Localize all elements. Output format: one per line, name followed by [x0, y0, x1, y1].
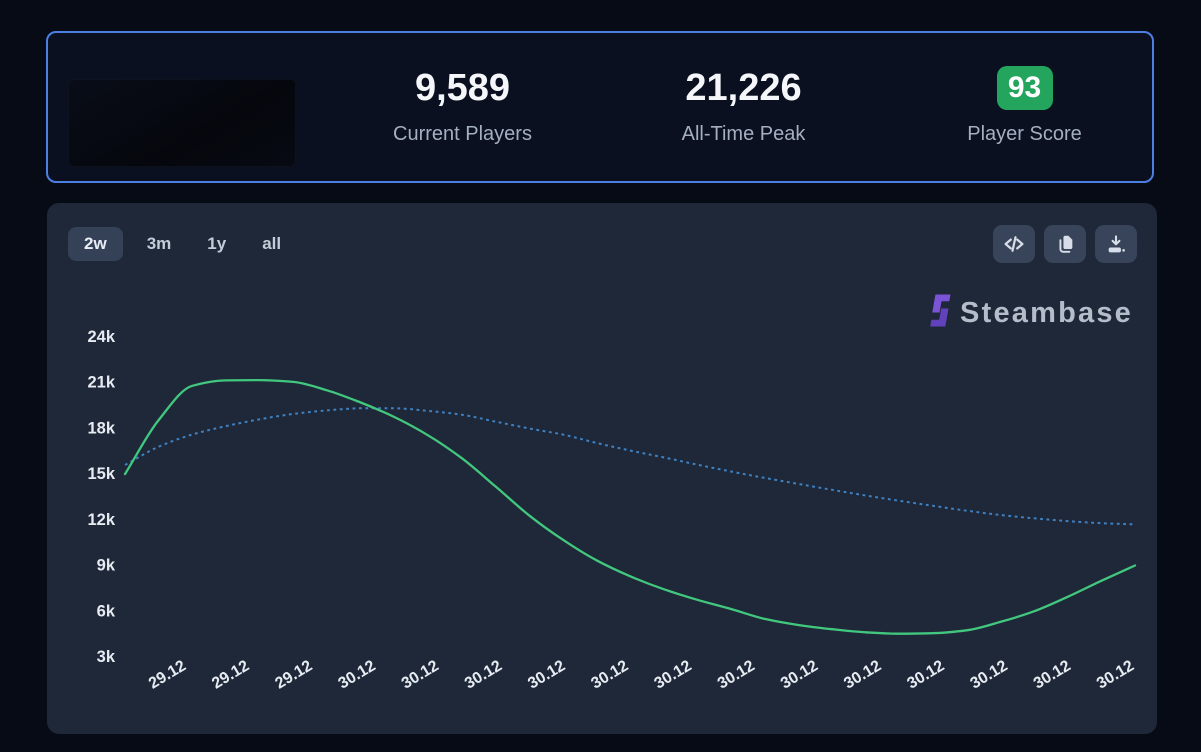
- download-icon: [1105, 233, 1127, 255]
- current-players-value: 9,589: [414, 67, 511, 109]
- copy-button[interactable]: [1044, 225, 1086, 263]
- x-axis-tick: 29.12: [272, 657, 315, 692]
- stats-row: 9,589 Current Players 21,226 All-Time Pe…: [322, 66, 1165, 146]
- x-axis-tick: 30.12: [336, 657, 379, 692]
- x-axis-tick: 30.12: [1031, 657, 1074, 692]
- series-line-trend: [124, 407, 1136, 526]
- code-icon: [1002, 232, 1026, 256]
- time-range-switcher: 2w 3m 1y all: [67, 227, 293, 261]
- x-axis-tick: 29.12: [146, 657, 189, 692]
- chart-actions: [993, 225, 1137, 263]
- series-line-players: [123, 378, 1137, 635]
- x-axis-tick: 30.12: [1094, 657, 1137, 692]
- x-axis-tick: 30.12: [588, 657, 631, 692]
- y-axis-tick: 6k: [97, 602, 116, 620]
- steambase-watermark[interactable]: Steambase: [930, 294, 1133, 332]
- x-axis-tick: 30.12: [462, 657, 505, 692]
- y-axis-tick: 9k: [97, 557, 116, 575]
- player-count-chart: 24k 21k 18k 15k 12k 9k 6k 3k 29.12 29.12 29.12 30.1…: [87, 328, 1137, 693]
- x-axis-tick: 30.12: [968, 657, 1011, 692]
- download-button[interactable]: [1095, 225, 1137, 263]
- range-button-1y[interactable]: 1y: [207, 234, 227, 253]
- all-time-peak-label: All-Time Peak: [681, 123, 806, 145]
- all-time-peak-value: 21,226: [685, 67, 802, 109]
- x-axis-tick: 30.12: [778, 657, 821, 692]
- y-axis-tick: 3k: [97, 648, 116, 666]
- x-axis-tick: 30.12: [652, 657, 695, 692]
- range-button-all[interactable]: all: [262, 234, 282, 253]
- stat-player-score: 93 Player Score: [884, 66, 1165, 146]
- x-axis-tick: 30.12: [399, 657, 442, 692]
- stat-all-time-peak: 21,226 All-Time Peak: [603, 69, 884, 146]
- x-axis-tick: 30.12: [904, 657, 947, 692]
- x-axis-tick: 29.12: [209, 657, 252, 692]
- stat-current-players: 9,589 Current Players: [322, 69, 603, 146]
- player-score-label: Player Score: [967, 123, 1082, 145]
- y-axis-tick: 18k: [87, 419, 115, 437]
- x-axis-tick: 30.12: [841, 657, 884, 692]
- range-button-2w[interactable]: 2w: [68, 227, 123, 261]
- chart-panel: 24k 21k 18k 15k 12k 9k 6k 3k 29.12 29.12 29.12 30.1…: [47, 203, 1157, 734]
- game-capsule-image: [68, 79, 296, 167]
- stats-card: 9,589 Current Players 21,226 All-Time Pe…: [46, 31, 1154, 183]
- y-axis-tick: 21k: [87, 374, 115, 392]
- y-axis-tick: 24k: [87, 328, 115, 346]
- chart-toolbar: 2w 3m 1y all: [67, 224, 1137, 264]
- player-score-badge: 93: [996, 66, 1053, 110]
- copy-icon: [1054, 233, 1076, 255]
- embed-code-button[interactable]: [993, 225, 1035, 263]
- range-button-3m[interactable]: 3m: [146, 234, 172, 253]
- steambase-logo-icon: [930, 293, 954, 333]
- y-axis-tick: 12k: [87, 511, 115, 529]
- y-axis-tick: 15k: [87, 465, 115, 483]
- current-players-label: Current Players: [393, 123, 532, 145]
- steambase-brand-text: Steambase: [960, 296, 1133, 329]
- x-axis-tick: 30.12: [715, 657, 758, 692]
- player-score-row: 93: [996, 66, 1053, 110]
- x-axis-tick: 30.12: [525, 657, 568, 692]
